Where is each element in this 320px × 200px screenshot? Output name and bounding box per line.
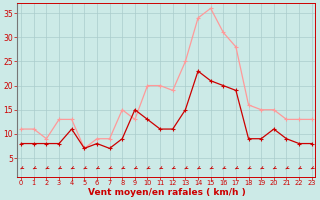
X-axis label: Vent moyen/en rafales ( km/h ): Vent moyen/en rafales ( km/h ) <box>88 188 245 197</box>
